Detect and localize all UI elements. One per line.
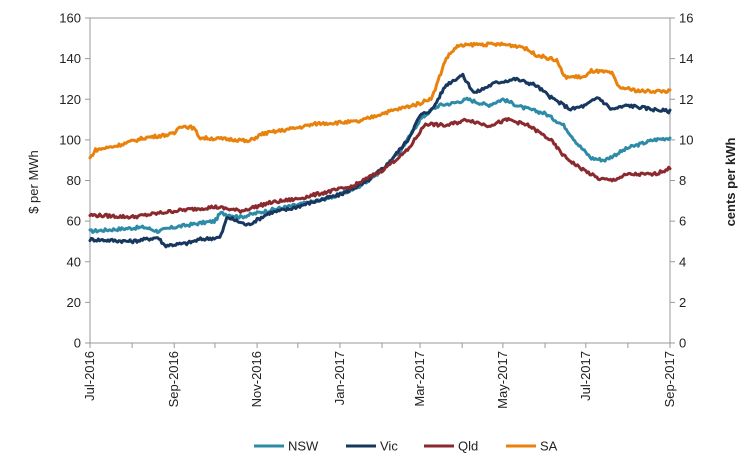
right-tick-label: 8 [679,173,686,188]
right-axis-title: cents per kWh [723,138,738,227]
left-axis-title: $ per MWh [26,150,41,214]
left-tick-label: 100 [59,132,81,147]
right-tick-label: 12 [679,92,693,107]
left-tick-label: 120 [59,92,81,107]
left-tick-label: 140 [59,51,81,66]
legend-label-nsw: NSW [288,439,319,454]
x-tick-label: Sep-2016 [166,351,181,407]
x-tick-label: Jul-2016 [82,351,97,401]
left-tick-label: 40 [67,254,81,269]
left-tick-label: 0 [74,336,81,351]
legend-label-qld: Qld [458,439,478,454]
series-line-vic [88,72,672,249]
right-tick-label: 16 [679,11,693,26]
plot-frame [89,17,671,344]
left-tick-label: 60 [67,214,81,229]
left-axis-ticks: 0 20 40 60 80 100 120 140 160 [59,11,90,351]
right-tick-label: 6 [679,214,686,229]
series-line-sa [88,41,672,160]
x-tick-label: May-2017 [495,351,510,409]
x-tick-label: Sep-2017 [662,351,677,407]
right-axis-ticks: 0 2 4 6 8 10 12 14 16 [670,11,693,351]
x-tick-label: Mar-2017 [412,351,427,407]
series-lines [88,41,672,249]
plot-area-border [89,17,671,344]
left-tick-label: 20 [67,295,81,310]
legend-label-vic: Vic [380,439,398,454]
right-tick-label: 0 [679,336,686,351]
x-tick-label: Nov-2016 [249,351,264,407]
legend-label-sa: SA [540,439,558,454]
x-tick-label: Jan-2017 [332,351,347,405]
x-axis-ticks: Jul-2016 Sep-2016 Nov-2016 Jan-2017 Mar-2017… [82,343,677,409]
legend: NSW Vic Qld SA [254,439,558,454]
right-tick-label: 2 [679,295,686,310]
right-tick-label: 14 [679,51,693,66]
left-tick-label: 80 [67,173,81,188]
right-tick-label: 10 [679,132,693,147]
x-tick-label: Jul-2017 [578,351,593,401]
left-tick-label: 160 [59,11,81,26]
right-tick-label: 4 [679,254,686,269]
series-line-qld [88,116,672,220]
